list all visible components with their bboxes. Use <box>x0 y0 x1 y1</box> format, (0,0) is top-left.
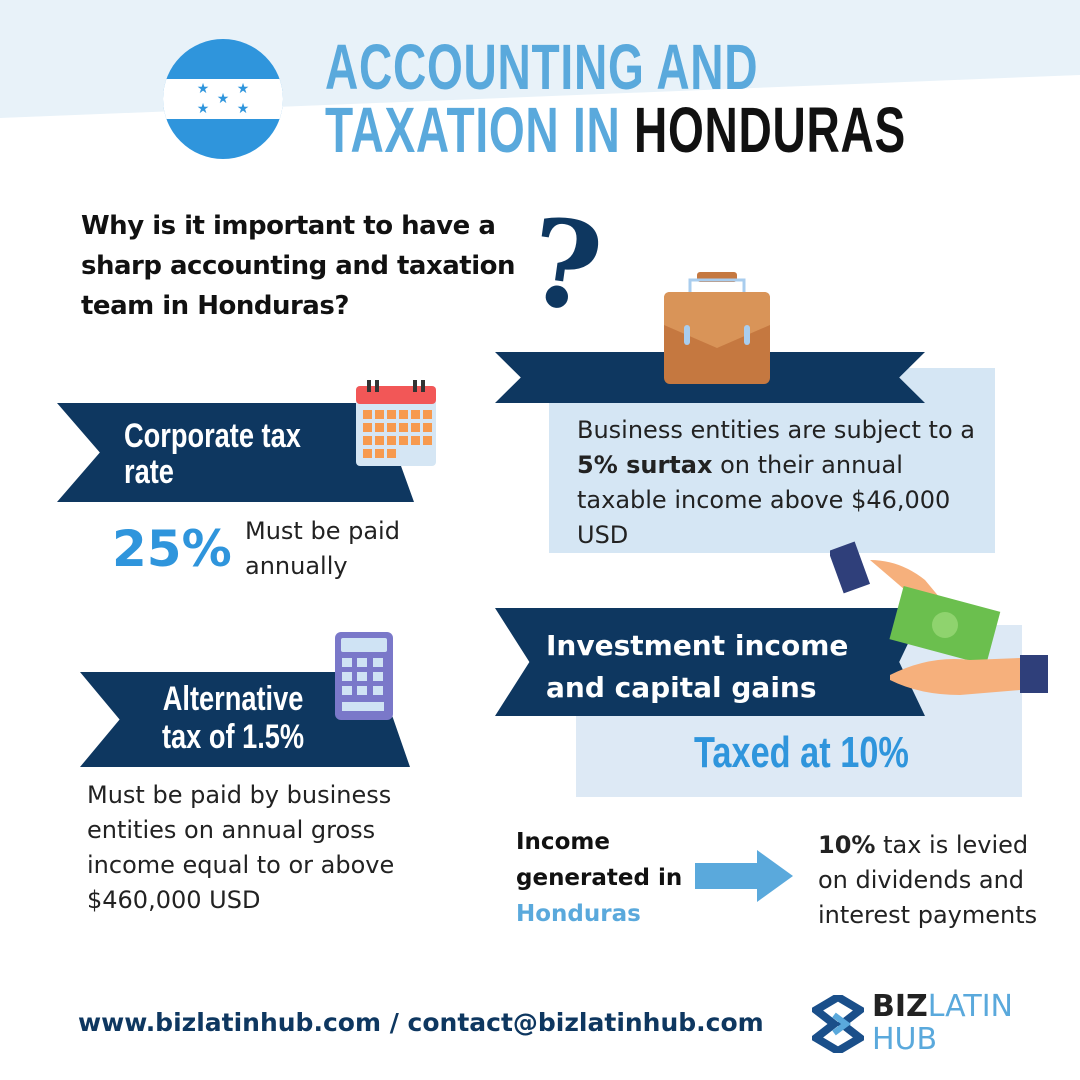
corporate-label: Corporate tax rate <box>124 417 301 491</box>
title-line-2: TAXATION IN HONDURAS <box>325 93 906 167</box>
intro-question: Why is it important to have a sharp acco… <box>81 211 516 321</box>
income-line1: Income generated in <box>516 829 683 891</box>
corporate-ribbon <box>57 403 414 502</box>
income-source: Income generated in Honduras <box>516 824 696 932</box>
surtax-pre: Business entities are subject to a <box>577 416 975 444</box>
alternative-label-1: Alternative <box>162 680 304 718</box>
logo-latin: LATIN <box>927 989 1013 1024</box>
contact-link[interactable]: www.bizlatinhub.com / contact@bizlatinhu… <box>78 1008 764 1037</box>
surtax-post: on their annual taxable income above $46… <box>577 451 951 549</box>
title-line-1: ACCOUNTING AND <box>325 31 759 103</box>
money-handover-icon <box>830 541 1048 695</box>
income-rest: tax is levied on dividends and interest … <box>818 831 1038 929</box>
svg-text:★: ★ <box>237 81 250 97</box>
svg-text:★: ★ <box>197 81 210 97</box>
alternative-label: Alternative tax of 1.5% <box>162 680 304 756</box>
svg-text:★: ★ <box>217 91 230 107</box>
bizlatinhub-logo: BIZLATIN HUB <box>872 990 1013 1056</box>
logo-hub: HUB <box>872 1022 938 1057</box>
investment-ribbon <box>495 608 925 716</box>
honduras-flag-icon: ★ ★ ★ ★ ★ <box>163 39 283 159</box>
investment-label: Investment income and capital gains <box>546 629 849 704</box>
svg-text:★: ★ <box>197 101 210 117</box>
income-bold: 10% <box>818 831 876 859</box>
logo-biz: BIZ <box>872 989 928 1024</box>
briefcase-icon <box>664 272 770 384</box>
question-mark-icon: ? <box>520 190 610 341</box>
calculator-icon <box>335 632 393 720</box>
bizlatinhub-logo-icon <box>812 995 864 1053</box>
arrow-right-icon <box>695 850 793 902</box>
income-line2: Honduras <box>516 901 641 927</box>
calendar-icon <box>356 380 436 466</box>
surtax-text: Business entities are subject to a 5% su… <box>577 413 977 553</box>
title-highlight: HONDURAS <box>633 94 906 166</box>
title-prefix: TAXATION IN <box>325 94 634 166</box>
alternative-label-2: tax of 1.5% <box>162 718 305 756</box>
svg-text:★: ★ <box>237 101 250 117</box>
income-tax-note: 10% tax is levied on dividends and inter… <box>818 828 1058 933</box>
investment-taxed: Taxed at 10% <box>694 728 909 777</box>
corporate-note: Must be paid annually <box>245 517 400 580</box>
alternative-note: Must be paid by business entities on ann… <box>87 781 395 914</box>
surtax-bold: 5% surtax <box>577 451 713 479</box>
corporate-rate: 25% <box>112 520 232 578</box>
